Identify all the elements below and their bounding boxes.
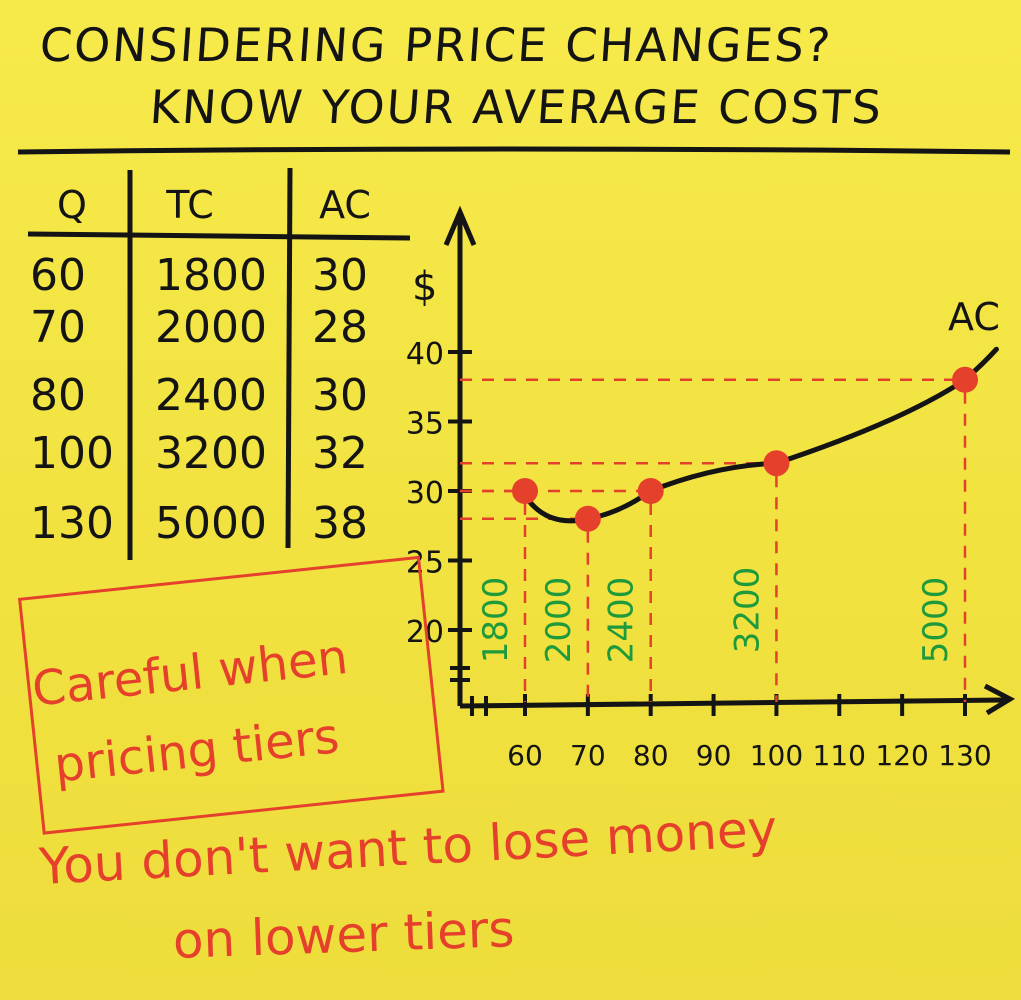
data-point (574, 505, 601, 532)
y-tick-label: 35 (406, 407, 444, 442)
warning-line-2: on lower tiers (171, 900, 516, 970)
table-header-tc: TC (165, 183, 214, 227)
table-cell: 32 (312, 428, 368, 479)
data-point (763, 450, 790, 477)
y-tick-label: 20 (406, 615, 444, 650)
x-tick-label: 60 (507, 739, 543, 772)
title-divider (17, 146, 1011, 155)
table-cell: 130 (30, 498, 114, 549)
x-tick-label: 120 (875, 739, 928, 772)
table-cell: 30 (312, 250, 368, 301)
table-header-ac: AC (319, 183, 371, 227)
data-point (952, 366, 978, 393)
data-point (512, 478, 538, 504)
point-label: 2000 (539, 577, 579, 664)
y-tick-label: 25 (406, 546, 444, 581)
point-label: 2400 (602, 577, 642, 664)
x-axis-arrow (983, 683, 1016, 716)
x-axis (459, 697, 1006, 709)
y-tick-label: 30 (406, 476, 444, 511)
ac-curve (526, 346, 999, 524)
point-label: 3200 (727, 567, 767, 654)
point-label: 5000 (916, 577, 956, 664)
x-tick-label: 70 (570, 739, 606, 772)
x-tick-label: 100 (750, 739, 803, 772)
table-cell: 3200 (155, 428, 267, 479)
table-cell: 38 (312, 498, 368, 549)
table-cell: 5000 (155, 498, 267, 549)
table-cell: 2400 (155, 370, 267, 421)
table-cell: 70 (30, 302, 86, 353)
cost-table: Q TC AC 60 1800 30 70 2000 28 80 2400 30 100 3200 32 13… (27, 167, 411, 560)
table-header-rule (27, 231, 411, 241)
table-cell: 1800 (155, 250, 267, 301)
ac-chart: $20 25 30 35 40 60 70 80 90 100 110 120 130 AC 1800 200… (406, 205, 1016, 772)
table-col-divider-2 (285, 167, 293, 549)
y-tick-label: 40 (406, 337, 444, 372)
point-label: 1800 (476, 577, 516, 664)
table-cell: 80 (30, 370, 86, 421)
x-tick-label: 130 (938, 739, 991, 772)
y-axis-label: $ (412, 264, 437, 310)
table-header-q: Q (57, 183, 87, 227)
x-tick-label: 80 (633, 739, 669, 772)
table-cell: 28 (312, 302, 368, 353)
table-cell: 2000 (155, 302, 267, 353)
x-tick-label: 110 (813, 739, 866, 772)
table-cell: 100 (30, 428, 114, 479)
data-point (637, 478, 664, 504)
x-tick-label: 90 (696, 739, 732, 772)
series-label-ac: AC (948, 295, 1000, 339)
table-cell: 60 (30, 250, 86, 301)
y-axis-arrow (443, 205, 477, 246)
table-cell: 30 (312, 370, 368, 421)
